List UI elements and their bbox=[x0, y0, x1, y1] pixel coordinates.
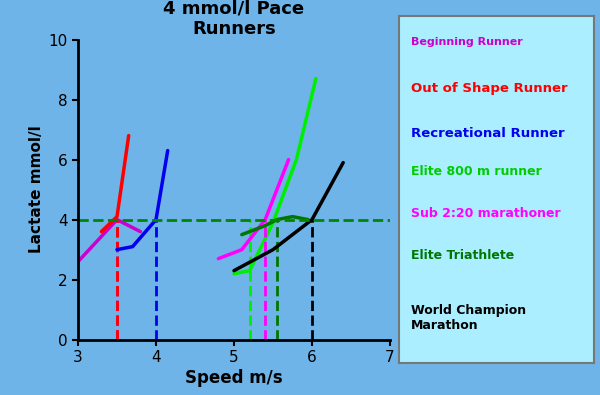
Title: 4 mmol/l Pace
Runners: 4 mmol/l Pace Runners bbox=[163, 0, 305, 38]
Y-axis label: Lactate mmol/l: Lactate mmol/l bbox=[29, 126, 44, 254]
Text: Beginning Runner: Beginning Runner bbox=[410, 37, 523, 47]
Text: Sub 2:20 marathoner: Sub 2:20 marathoner bbox=[410, 207, 560, 220]
Text: World Champion
Marathon: World Champion Marathon bbox=[410, 304, 526, 332]
Text: Out of Shape Runner: Out of Shape Runner bbox=[410, 82, 568, 95]
Text: Recreational Runner: Recreational Runner bbox=[410, 127, 565, 140]
Text: Elite Triathlete: Elite Triathlete bbox=[410, 249, 514, 262]
X-axis label: Speed m/s: Speed m/s bbox=[185, 369, 283, 387]
Text: Elite 800 m runner: Elite 800 m runner bbox=[410, 165, 541, 178]
